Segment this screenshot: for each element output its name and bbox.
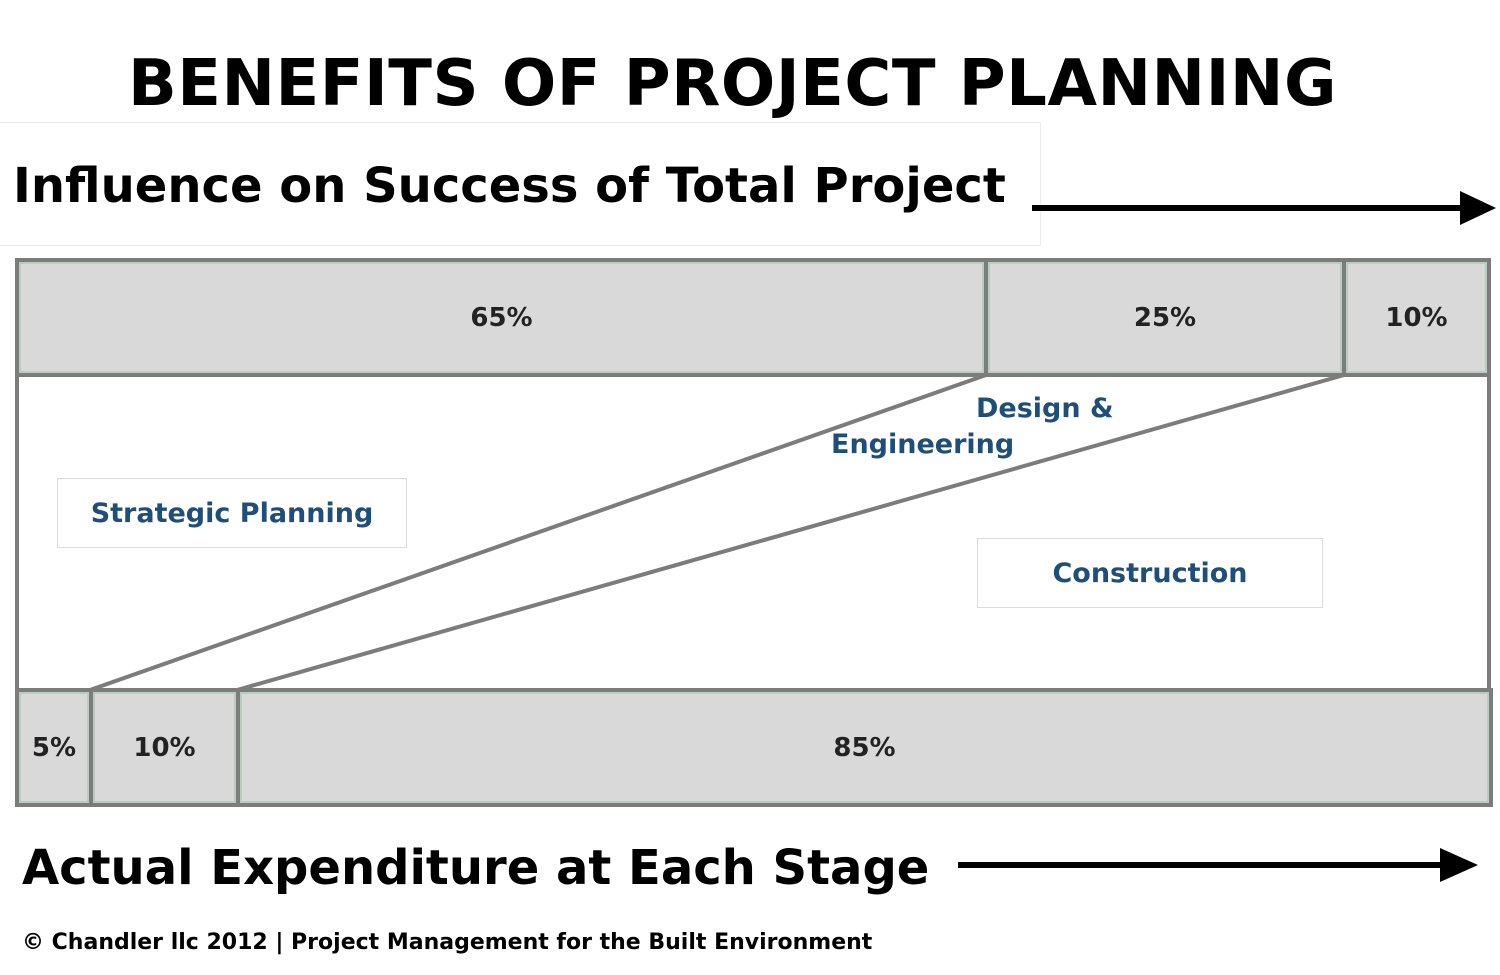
design-engineering-label-line2: Engineering (831, 429, 1015, 460)
influence-value-strategic: 65% (470, 302, 533, 333)
expenditure-value-design: 10% (133, 732, 196, 763)
influence-heading-box (0, 122, 1041, 246)
expenditure-arrow-icon (958, 848, 1478, 882)
connector-strategic-design (89, 373, 987, 692)
influence-arrow-icon (1032, 191, 1496, 225)
expenditure-value-strategic: 5% (31, 732, 77, 763)
connector-design-construction (236, 373, 1345, 692)
expenditure-segment-design: 10% (89, 688, 240, 807)
design-engineering-label-line1: Design & (976, 393, 1114, 424)
influence-segment-design: 25% (984, 258, 1346, 377)
construction-label: Construction (977, 538, 1323, 608)
influence-heading: Influence on Success of Total Project (13, 158, 1006, 214)
influence-value-design: 25% (1133, 302, 1197, 333)
expenditure-segment-strategic: 5% (15, 688, 93, 807)
copyright-text: © Chandler llc 2012 | Project Management… (22, 930, 873, 955)
influence-segment-construction: 10% (1342, 258, 1491, 377)
influence-value-construction: 10% (1385, 302, 1448, 333)
stage-frame (15, 373, 1491, 691)
expenditure-segment-construction: 85% (236, 688, 1493, 807)
expenditure-heading: Actual Expenditure at Each Stage (22, 840, 930, 896)
page-title: BENEFITS OF PROJECT PLANNING (127, 47, 1338, 121)
strategic-planning-label: Strategic Planning (57, 478, 407, 548)
expenditure-value-construction: 85% (833, 732, 896, 763)
